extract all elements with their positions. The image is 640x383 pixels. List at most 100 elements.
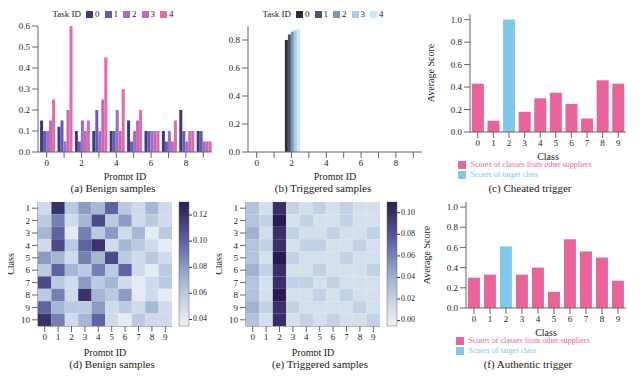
svg-text:Prompt ID: Prompt ID — [314, 171, 357, 180]
svg-text:0.08: 0.08 — [401, 229, 415, 238]
svg-text:5: 5 — [26, 253, 31, 263]
svg-text:10: 10 — [229, 315, 239, 325]
svg-text:Prompt ID: Prompt ID — [104, 171, 147, 180]
svg-text:0.12: 0.12 — [193, 210, 207, 219]
svg-text:5: 5 — [234, 253, 239, 263]
svg-text:0.6: 0.6 — [451, 60, 463, 70]
svg-text:6: 6 — [234, 265, 239, 275]
svg-text:6: 6 — [331, 332, 336, 342]
svg-text:7: 7 — [585, 138, 590, 148]
svg-text:3: 3 — [234, 228, 239, 238]
svg-text:9: 9 — [163, 332, 168, 342]
svg-text:0.06: 0.06 — [193, 288, 207, 297]
svg-text:Average Score: Average Score — [428, 43, 436, 102]
svg-text:3: 3 — [26, 228, 31, 238]
svg-text:6: 6 — [568, 314, 573, 324]
svg-text:0: 0 — [250, 332, 255, 342]
svg-text:8: 8 — [26, 290, 31, 300]
svg-text:Class: Class — [8, 253, 16, 275]
svg-text:0: 0 — [476, 138, 481, 148]
svg-text:0.1: 0.1 — [19, 126, 30, 136]
svg-text:10: 10 — [21, 315, 31, 325]
svg-text:0.0: 0.0 — [451, 127, 463, 137]
svg-text:0: 0 — [472, 314, 477, 324]
svg-text:2: 2 — [504, 314, 509, 324]
svg-text:6: 6 — [123, 332, 128, 342]
svg-text:0.8: 0.8 — [447, 222, 459, 232]
svg-text:0.4: 0.4 — [19, 63, 31, 73]
svg-text:6: 6 — [149, 158, 154, 168]
svg-text:1: 1 — [234, 203, 239, 213]
svg-text:4: 4 — [26, 241, 31, 251]
svg-text:6: 6 — [569, 138, 574, 148]
svg-text:0.4: 0.4 — [451, 82, 463, 92]
svg-text:4: 4 — [538, 138, 543, 148]
svg-text:Average Score: Average Score — [424, 225, 432, 284]
svg-text:1.0: 1.0 — [447, 202, 459, 212]
svg-text:0.0: 0.0 — [19, 147, 31, 157]
svg-text:0.6: 0.6 — [447, 243, 459, 253]
svg-text:2: 2 — [507, 138, 512, 148]
svg-text:0.6: 0.6 — [19, 21, 31, 31]
svg-text:5: 5 — [317, 332, 322, 342]
svg-text:6: 6 — [359, 158, 364, 168]
svg-text:9: 9 — [371, 332, 376, 342]
svg-text:4: 4 — [96, 332, 101, 342]
svg-text:4: 4 — [324, 158, 329, 168]
svg-text:2: 2 — [69, 332, 74, 342]
svg-text:Class: Class — [535, 327, 557, 338]
svg-text:0.2: 0.2 — [451, 105, 462, 115]
svg-text:8: 8 — [600, 314, 605, 324]
svg-text:4: 4 — [536, 314, 541, 324]
svg-text:Class: Class — [537, 151, 559, 162]
svg-text:0.5: 0.5 — [19, 42, 31, 52]
svg-text:Class: Class — [216, 253, 224, 275]
svg-text:5: 5 — [552, 314, 557, 324]
svg-text:1: 1 — [26, 203, 31, 213]
svg-text:3: 3 — [83, 332, 88, 342]
svg-text:0.10: 0.10 — [401, 208, 415, 217]
svg-text:5: 5 — [554, 138, 559, 148]
svg-text:4: 4 — [304, 332, 309, 342]
svg-text:4: 4 — [114, 158, 119, 168]
svg-text:8: 8 — [358, 332, 363, 342]
svg-text:8: 8 — [184, 158, 189, 168]
svg-text:9: 9 — [616, 138, 621, 148]
svg-text:1: 1 — [56, 332, 61, 342]
svg-text:0.4: 0.4 — [229, 91, 241, 101]
svg-text:0.2: 0.2 — [447, 283, 458, 293]
svg-text:0: 0 — [42, 332, 47, 342]
svg-text:0.04: 0.04 — [193, 314, 207, 323]
svg-text:0.2: 0.2 — [229, 119, 240, 129]
svg-text:9: 9 — [26, 303, 31, 313]
svg-text:0.6: 0.6 — [229, 63, 241, 73]
svg-text:0.8: 0.8 — [229, 35, 241, 45]
svg-text:3: 3 — [520, 314, 525, 324]
svg-text:2: 2 — [26, 216, 31, 226]
svg-text:8: 8 — [150, 332, 155, 342]
svg-text:Prompt ID: Prompt ID — [84, 347, 127, 356]
svg-text:9: 9 — [234, 303, 239, 313]
svg-text:2: 2 — [289, 158, 294, 168]
svg-text:0.04: 0.04 — [401, 272, 415, 281]
svg-text:0.00: 0.00 — [401, 315, 415, 324]
svg-text:0.8: 0.8 — [451, 37, 463, 47]
svg-text:9: 9 — [616, 314, 621, 324]
svg-text:Prompt ID: Prompt ID — [292, 347, 335, 356]
svg-text:3: 3 — [522, 138, 527, 148]
svg-text:7: 7 — [234, 278, 239, 288]
svg-text:8: 8 — [600, 138, 605, 148]
svg-text:8: 8 — [234, 290, 239, 300]
svg-text:7: 7 — [136, 332, 141, 342]
svg-text:5: 5 — [109, 332, 114, 342]
svg-text:1: 1 — [491, 138, 496, 148]
svg-text:2: 2 — [79, 158, 84, 168]
svg-text:0.4: 0.4 — [447, 263, 459, 273]
svg-text:7: 7 — [26, 278, 31, 288]
svg-text:7: 7 — [584, 314, 589, 324]
svg-text:2: 2 — [277, 332, 282, 342]
svg-text:0.0: 0.0 — [447, 303, 459, 313]
svg-text:1: 1 — [264, 332, 269, 342]
svg-text:2: 2 — [234, 216, 239, 226]
svg-text:0.10: 0.10 — [193, 236, 207, 245]
